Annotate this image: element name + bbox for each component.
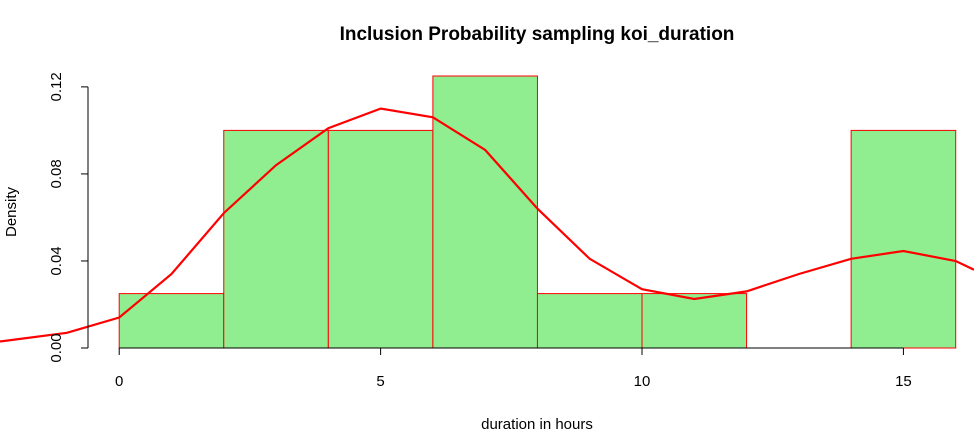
x-tick-label: 15 (895, 373, 912, 390)
density-curve (0, 107, 974, 343)
y-tick-label: 0.00 (48, 333, 65, 362)
x-tick-label: 10 (634, 373, 651, 390)
x-tick-label: 0 (115, 373, 123, 390)
bar (536, 293, 643, 349)
y-tick-label: 0.12 (48, 72, 65, 101)
y-axis-label: Density (3, 186, 20, 237)
chart-title: Inclusion Probability sampling koi_durat… (340, 24, 735, 45)
x-tick-label: 5 (376, 373, 384, 390)
bar (223, 129, 329, 349)
bar (641, 293, 748, 349)
y-tick-label: 0.08 (48, 159, 65, 188)
bar (432, 75, 538, 349)
y-tick-label: 0.04 (48, 246, 65, 275)
bar (327, 129, 434, 349)
bar (118, 293, 225, 349)
x-axis-label: duration in hours (481, 416, 593, 433)
bar (850, 129, 957, 349)
